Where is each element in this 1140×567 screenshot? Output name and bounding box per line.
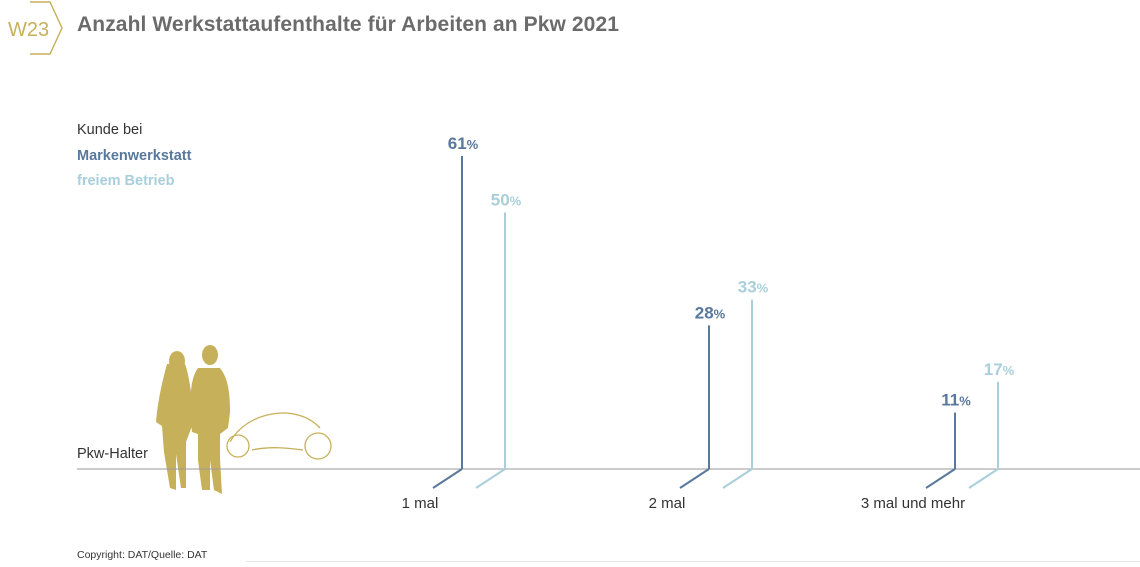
badge-bracket-icon [30,1,63,55]
baseline-label: Pkw-Halter [77,446,148,462]
bar-foot-freiem-betrieb-1 [475,468,506,489]
legend-entry-markenwerkstatt: Markenwerkstatt [77,148,192,164]
data-label-freiem-betrieb-1: 50% [491,190,522,209]
data-label-markenwerkstatt-2: 28% [695,303,726,322]
bar-foot-markenwerkstatt-2 [679,468,710,489]
chart-title: Anzahl Werkstattaufenthalte für Arbeiten… [77,13,620,36]
data-label-freiem-betrieb-2: 33% [738,278,769,297]
data-label-freiem-betrieb-3: 17% [984,360,1015,379]
legend-entry-freiem-betrieb: freiem Betrieb [77,173,175,189]
couple-silhouette-icon [156,345,332,494]
bar-foot-freiem-betrieb-3 [968,468,999,489]
footer-rule [246,561,1140,562]
data-label-markenwerkstatt-3: 11% [941,391,971,410]
badge-code: W23 [8,19,49,41]
legend-heading: Kunde bei [77,122,143,138]
category-label-1: 1 mal [402,495,439,512]
bar-foot-markenwerkstatt-1 [432,468,463,489]
bar-foot-markenwerkstatt-3 [925,468,956,489]
category-label-3: 3 mal und mehr [861,495,965,512]
chart: 61% 50% 1 mal 28% 33% 2 mal 11% 17% 3 mal und me… [77,134,1140,512]
copyright: Copyright: DAT/Quelle: DAT [77,549,208,561]
data-label-markenwerkstatt-1: 61% [448,134,479,153]
category-label-2: 2 mal [649,495,686,512]
bar-foot-freiem-betrieb-2 [722,468,753,489]
badge: W23 [8,1,63,55]
car-outline-icon [226,412,332,460]
